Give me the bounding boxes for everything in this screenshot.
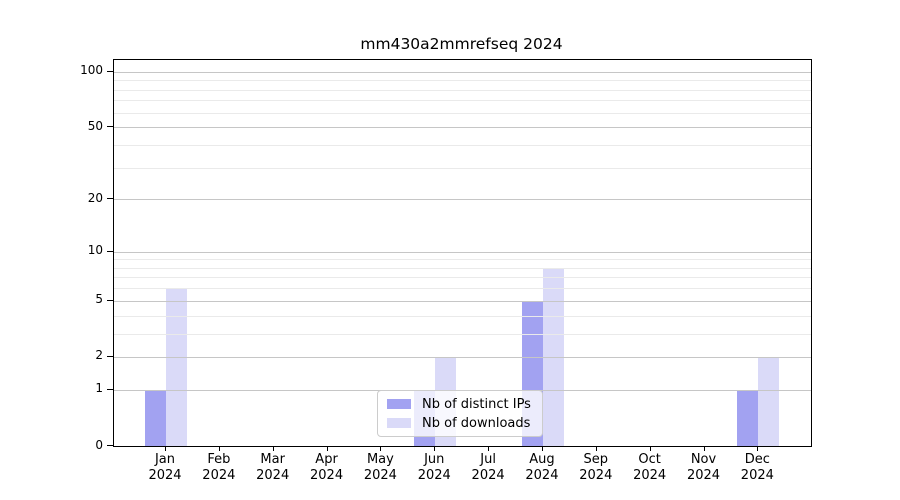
x-tick-label-jun: Jun 2024 <box>417 452 451 483</box>
major-gridline <box>114 71 811 73</box>
legend-swatch-distinct-ips <box>387 399 411 409</box>
minor-gridline <box>114 89 811 91</box>
y-tick-mark <box>107 198 113 200</box>
legend-label-downloads: Nb of downloads <box>422 415 531 431</box>
minor-gridline <box>114 288 811 290</box>
y-tick-label: 10 <box>87 243 103 258</box>
minor-gridline <box>114 259 811 261</box>
x-tick-label-dec: Dec 2024 <box>740 452 774 483</box>
y-tick-mark <box>107 299 113 301</box>
bar-dec-series1 <box>758 356 780 446</box>
major-gridline <box>114 199 811 201</box>
major-gridline <box>114 127 811 129</box>
legend-item-distinct-ips: Nb of distinct IPs <box>378 395 542 414</box>
minor-gridline <box>114 315 811 317</box>
x-tick-mark <box>595 446 597 451</box>
minor-gridline <box>114 277 811 279</box>
x-tick-mark <box>326 446 328 451</box>
y-tick-label: 5 <box>95 292 103 307</box>
x-tick-label-nov: Nov 2024 <box>686 452 721 483</box>
minor-gridline <box>114 167 811 169</box>
x-tick-mark <box>488 446 490 451</box>
minor-gridline <box>114 80 811 82</box>
x-tick-mark <box>380 446 382 451</box>
y-tick-label: 100 <box>80 63 103 78</box>
x-tick-mark <box>434 446 436 451</box>
x-tick-mark <box>541 446 543 451</box>
y-tick-label: 2 <box>95 348 103 363</box>
y-tick-mark <box>107 445 113 446</box>
x-tick-mark <box>218 446 220 451</box>
minor-gridline <box>114 144 811 146</box>
x-tick-label-mar: Mar 2024 <box>256 452 290 483</box>
chart-title: mm430a2mmrefseq 2024 <box>360 35 563 53</box>
minor-gridline <box>114 333 811 335</box>
y-tick-label: 0 <box>95 437 103 452</box>
x-tick-label-oct: Oct 2024 <box>633 452 667 483</box>
x-tick-label-jul: Jul 2024 <box>471 452 505 483</box>
y-tick-mark <box>107 70 113 72</box>
x-tick-mark <box>703 446 705 451</box>
y-tick-label: 1 <box>95 381 103 396</box>
minor-gridline <box>114 267 811 269</box>
x-tick-mark <box>272 446 274 451</box>
y-tick-mark <box>107 388 113 390</box>
x-tick-label-apr: Apr 2024 <box>310 452 344 483</box>
x-tick-label-aug: Aug 2024 <box>525 452 559 483</box>
plot-area <box>113 59 812 447</box>
y-tick-label: 50 <box>87 118 103 133</box>
x-tick-label-may: May 2024 <box>363 452 397 483</box>
bar-jan-series0 <box>145 389 166 446</box>
y-tick-mark <box>107 126 113 128</box>
y-tick-mark <box>107 355 113 357</box>
x-tick-label-sep: Sep 2024 <box>579 452 613 483</box>
bar-dec-series0 <box>737 389 759 446</box>
x-tick-label-feb: Feb 2024 <box>202 452 236 483</box>
y-tick-mark <box>107 250 113 252</box>
major-gridline <box>114 356 811 358</box>
x-tick-mark <box>757 446 759 451</box>
x-tick-mark <box>165 446 166 451</box>
y-tick-label: 20 <box>87 190 103 205</box>
grid-layer <box>114 60 811 446</box>
major-gridline <box>114 300 811 302</box>
legend-swatch-downloads <box>387 418 411 428</box>
minor-gridline <box>114 112 811 114</box>
x-tick-mark <box>649 446 651 451</box>
minor-gridline <box>114 100 811 102</box>
legend-label-distinct-ips: Nb of distinct IPs <box>422 396 531 412</box>
major-gridline <box>114 251 811 253</box>
x-tick-label-jan: Jan 2024 <box>148 452 182 483</box>
legend-item-downloads: Nb of downloads <box>378 414 542 433</box>
legend: Nb of distinct IPs Nb of downloads <box>377 390 543 437</box>
bar-jan-series1 <box>166 288 187 446</box>
